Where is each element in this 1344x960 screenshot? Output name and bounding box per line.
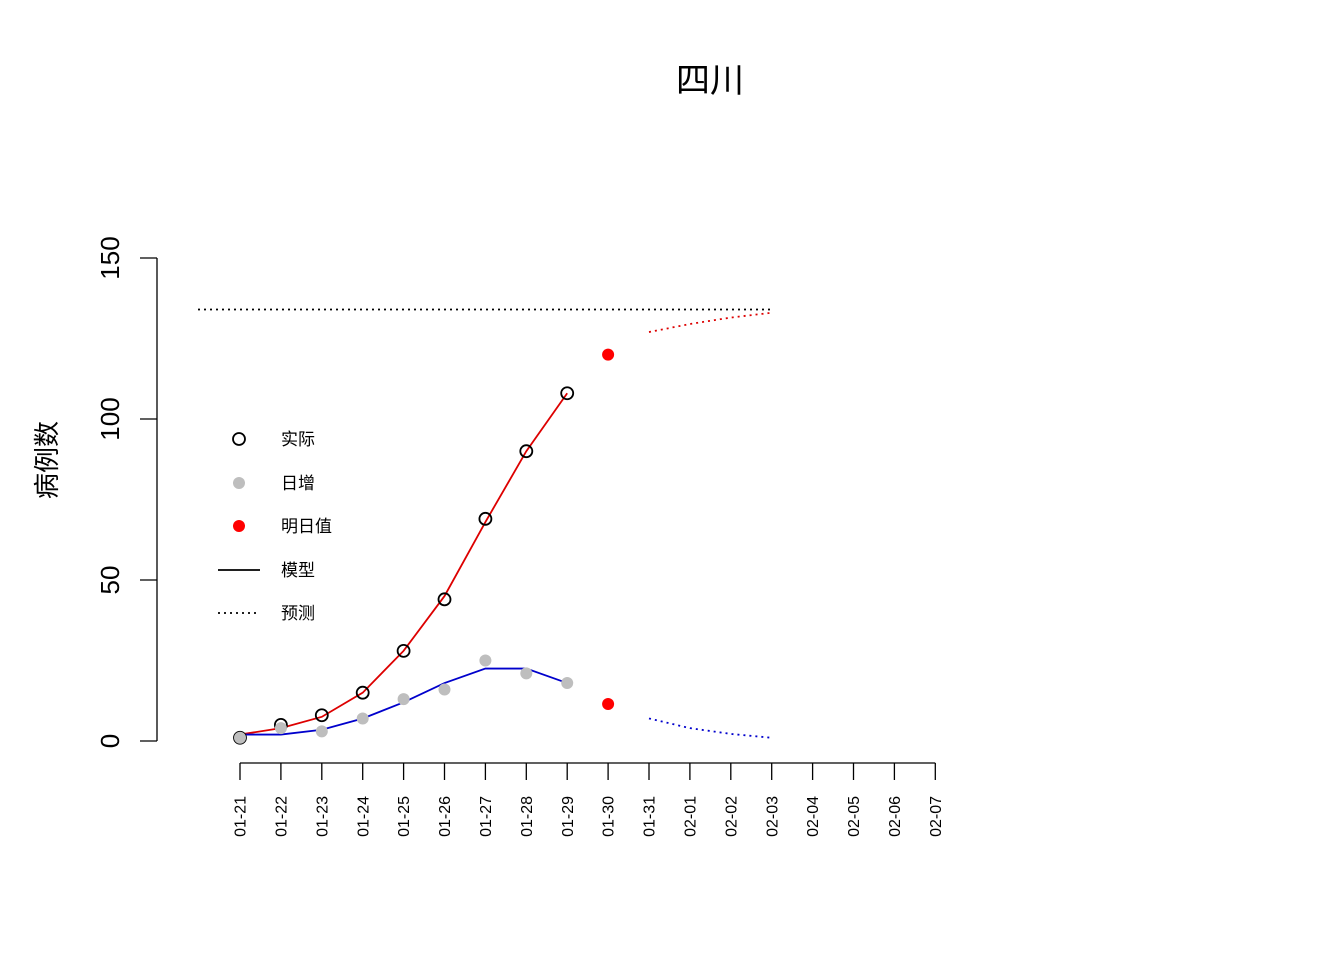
legend-filled-circle xyxy=(233,477,245,489)
x-tick-label: 02-05 xyxy=(846,796,863,837)
data-point xyxy=(356,712,369,725)
x-tick-label: 02-03 xyxy=(764,796,781,837)
legend-label: 实际 xyxy=(281,430,315,450)
x-tick-label: 01-30 xyxy=(601,796,618,837)
data-point xyxy=(602,697,615,710)
x-tick-label: 01-24 xyxy=(355,796,372,837)
y-tick-label: 150 xyxy=(95,236,125,279)
data-point xyxy=(274,722,287,735)
legend-label: 明日值 xyxy=(281,517,332,537)
x-tick-label: 02-04 xyxy=(805,796,822,837)
data-point xyxy=(355,685,370,700)
forecast-line xyxy=(648,717,772,739)
x-tick-label: 02-02 xyxy=(723,796,740,837)
data-point xyxy=(519,444,534,459)
legend-label: 日增 xyxy=(281,474,315,494)
y-tick-label: 100 xyxy=(95,397,125,440)
x-tick-label: 01-28 xyxy=(519,796,536,837)
data-point xyxy=(520,667,533,680)
y-axis: 0 50 100 150 xyxy=(95,236,158,748)
data-point xyxy=(438,683,451,696)
x-tick-label: 01-29 xyxy=(560,796,577,837)
data-point xyxy=(560,386,575,401)
data-point xyxy=(315,725,328,738)
x-tick-label: 01-26 xyxy=(437,796,454,837)
x-tick-label: 02-06 xyxy=(887,796,904,837)
x-tick-label: 01-23 xyxy=(314,796,331,837)
series-points xyxy=(233,348,615,745)
data-point xyxy=(397,693,410,706)
data-point xyxy=(396,643,411,658)
data-point xyxy=(478,511,493,526)
legend-filled-circle xyxy=(233,520,245,532)
legend-label: 预测 xyxy=(281,604,315,624)
data-point xyxy=(314,708,329,723)
data-point xyxy=(234,731,246,744)
x-tick-label: 01-31 xyxy=(642,796,659,837)
y-tick-label: 0 xyxy=(95,734,125,748)
data-point xyxy=(602,348,615,361)
data-point xyxy=(437,592,452,607)
legend-label: 模型 xyxy=(281,561,315,581)
data-point xyxy=(561,677,574,690)
x-tick-label: 01-27 xyxy=(478,796,495,837)
x-tick-label: 02-01 xyxy=(683,796,700,837)
legend-open-circle xyxy=(232,432,246,446)
y-axis-label: 病例数 xyxy=(33,421,63,499)
y-tick-label: 50 xyxy=(95,566,125,595)
forecast-line xyxy=(648,311,772,333)
x-tick-label: 02-07 xyxy=(928,796,945,837)
model-line xyxy=(239,392,568,736)
x-axis: 01-21 01-22 01-23 01-24 01-25 01-26 01-27 01-28… xyxy=(233,762,945,837)
x-tick-label: 01-21 xyxy=(233,796,250,837)
x-tick-label: 01-25 xyxy=(396,796,413,837)
chart-title: 四川 xyxy=(676,61,744,101)
data-point xyxy=(479,654,492,667)
x-tick-label: 01-22 xyxy=(274,796,291,837)
